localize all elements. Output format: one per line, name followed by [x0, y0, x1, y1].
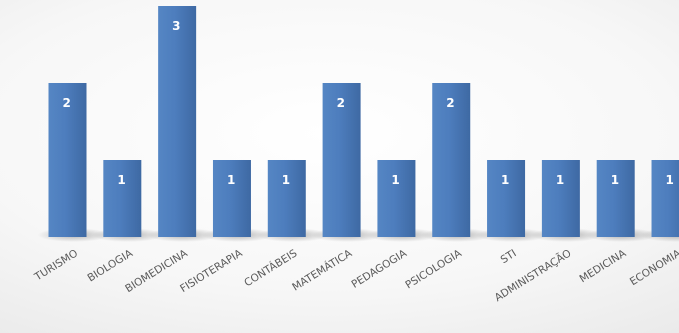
bar [541, 160, 580, 237]
bar [432, 83, 471, 237]
x-tick-label: MEDICINA [578, 247, 629, 285]
bar [596, 160, 635, 237]
bar [48, 83, 87, 237]
bar [212, 160, 251, 237]
data-label: 1 [391, 173, 399, 187]
bar [377, 160, 416, 237]
bar [158, 6, 197, 237]
x-tick-label: ECONOMIA [628, 247, 679, 288]
bar [322, 83, 361, 237]
bar [267, 160, 306, 237]
data-label: 1 [282, 173, 290, 187]
data-label: 1 [611, 173, 619, 187]
x-tick-label: STI [499, 247, 519, 266]
data-label: 3 [172, 19, 180, 33]
x-tick-label: BIOLOGIA [86, 247, 136, 284]
bar [487, 160, 526, 237]
bar [103, 160, 142, 237]
data-label: 2 [63, 96, 71, 110]
bar [651, 160, 679, 237]
data-label: 2 [446, 96, 454, 110]
bars [48, 6, 679, 237]
x-tick-label: FISIOTERAPIA [178, 247, 245, 295]
data-labels: 2 1 3 1 1 2 1 2 1 1 1 1 [63, 19, 674, 187]
x-axis-tick-labels: TURISMO BIOLOGIABIOMEDICINAFISIOTERAPIACO… [32, 246, 679, 304]
x-tick-label: MATEMÁTICA [290, 246, 355, 293]
data-label: 1 [501, 173, 509, 187]
data-label: 1 [666, 173, 674, 187]
data-label: 1 [117, 173, 125, 187]
data-label: 2 [337, 96, 345, 110]
x-tick-label: PSICOLOGIA [403, 247, 464, 291]
data-label: 1 [227, 173, 235, 187]
x-tick-label: PEDAGOGIA [349, 247, 409, 291]
x-tick-label: TURISMO [32, 247, 80, 283]
data-label: 1 [556, 173, 564, 187]
